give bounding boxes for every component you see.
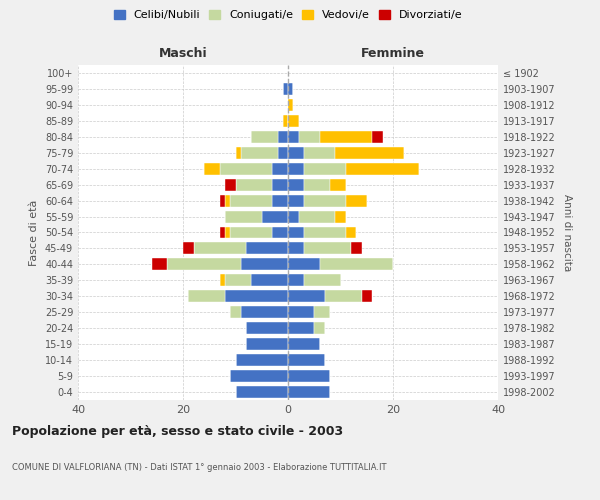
Bar	[151, 258, 167, 270]
Text: Maschi: Maschi	[158, 47, 208, 60]
Bar	[288, 210, 299, 222]
Bar	[167, 258, 241, 270]
Bar	[346, 194, 367, 206]
Bar	[272, 226, 288, 238]
Bar	[235, 178, 272, 190]
Bar	[246, 338, 288, 350]
Bar	[288, 99, 293, 111]
Text: Femmine: Femmine	[361, 47, 425, 60]
Bar	[361, 290, 372, 302]
Bar	[251, 131, 277, 143]
Bar	[288, 322, 314, 334]
Bar	[288, 386, 330, 398]
Bar	[225, 226, 230, 238]
Bar	[304, 242, 351, 254]
Bar	[288, 370, 330, 382]
Bar	[288, 338, 320, 350]
Bar	[220, 194, 225, 206]
Bar	[230, 194, 272, 206]
Bar	[204, 162, 220, 174]
Bar	[288, 162, 304, 174]
Bar	[272, 178, 288, 190]
Bar	[304, 162, 346, 174]
Bar	[235, 354, 288, 366]
Bar	[288, 147, 304, 158]
Bar	[230, 370, 288, 382]
Bar	[283, 115, 288, 127]
Bar	[193, 242, 246, 254]
Bar	[299, 210, 335, 222]
Bar	[288, 83, 293, 95]
Y-axis label: Anni di nascita: Anni di nascita	[562, 194, 572, 271]
Bar	[335, 147, 404, 158]
Bar	[346, 226, 356, 238]
Bar	[272, 194, 288, 206]
Bar	[320, 258, 393, 270]
Bar	[372, 131, 383, 143]
Bar	[314, 306, 330, 318]
Bar	[220, 226, 225, 238]
Text: COMUNE DI VALFLORIANA (TN) - Dati ISTAT 1° gennaio 2003 - Elaborazione TUTTITALI: COMUNE DI VALFLORIANA (TN) - Dati ISTAT …	[12, 463, 386, 472]
Bar	[188, 290, 225, 302]
Bar	[346, 162, 419, 174]
Bar	[320, 131, 372, 143]
Bar	[288, 115, 299, 127]
Bar	[225, 274, 251, 286]
Bar	[288, 131, 299, 143]
Bar	[241, 147, 277, 158]
Bar	[241, 306, 288, 318]
Bar	[325, 290, 361, 302]
Bar	[277, 131, 288, 143]
Bar	[272, 162, 288, 174]
Bar	[235, 147, 241, 158]
Bar	[288, 258, 320, 270]
Bar	[251, 274, 288, 286]
Bar	[277, 147, 288, 158]
Text: Popolazione per età, sesso e stato civile - 2003: Popolazione per età, sesso e stato civil…	[12, 425, 343, 438]
Bar	[183, 242, 193, 254]
Bar	[288, 290, 325, 302]
Bar	[330, 178, 346, 190]
Bar	[225, 178, 235, 190]
Bar	[304, 274, 341, 286]
Legend: Celibi/Nubili, Coniugati/e, Vedovi/e, Divorziati/e: Celibi/Nubili, Coniugati/e, Vedovi/e, Di…	[109, 6, 467, 25]
Bar	[246, 242, 288, 254]
Bar	[262, 210, 288, 222]
Bar	[304, 194, 346, 206]
Bar	[351, 242, 361, 254]
Bar	[288, 242, 304, 254]
Bar	[283, 83, 288, 95]
Bar	[335, 210, 346, 222]
Bar	[314, 322, 325, 334]
Bar	[230, 306, 241, 318]
Bar	[225, 194, 230, 206]
Bar	[246, 322, 288, 334]
Bar	[220, 274, 225, 286]
Bar	[235, 386, 288, 398]
Bar	[225, 290, 288, 302]
Bar	[304, 147, 335, 158]
Bar	[299, 131, 320, 143]
Bar	[288, 178, 304, 190]
Bar	[288, 354, 325, 366]
Bar	[241, 258, 288, 270]
Bar	[288, 306, 314, 318]
Bar	[304, 226, 346, 238]
Bar	[288, 274, 304, 286]
Bar	[225, 210, 262, 222]
Y-axis label: Fasce di età: Fasce di età	[29, 200, 39, 266]
Bar	[220, 162, 272, 174]
Bar	[230, 226, 272, 238]
Bar	[288, 226, 304, 238]
Bar	[288, 194, 304, 206]
Bar	[304, 178, 330, 190]
